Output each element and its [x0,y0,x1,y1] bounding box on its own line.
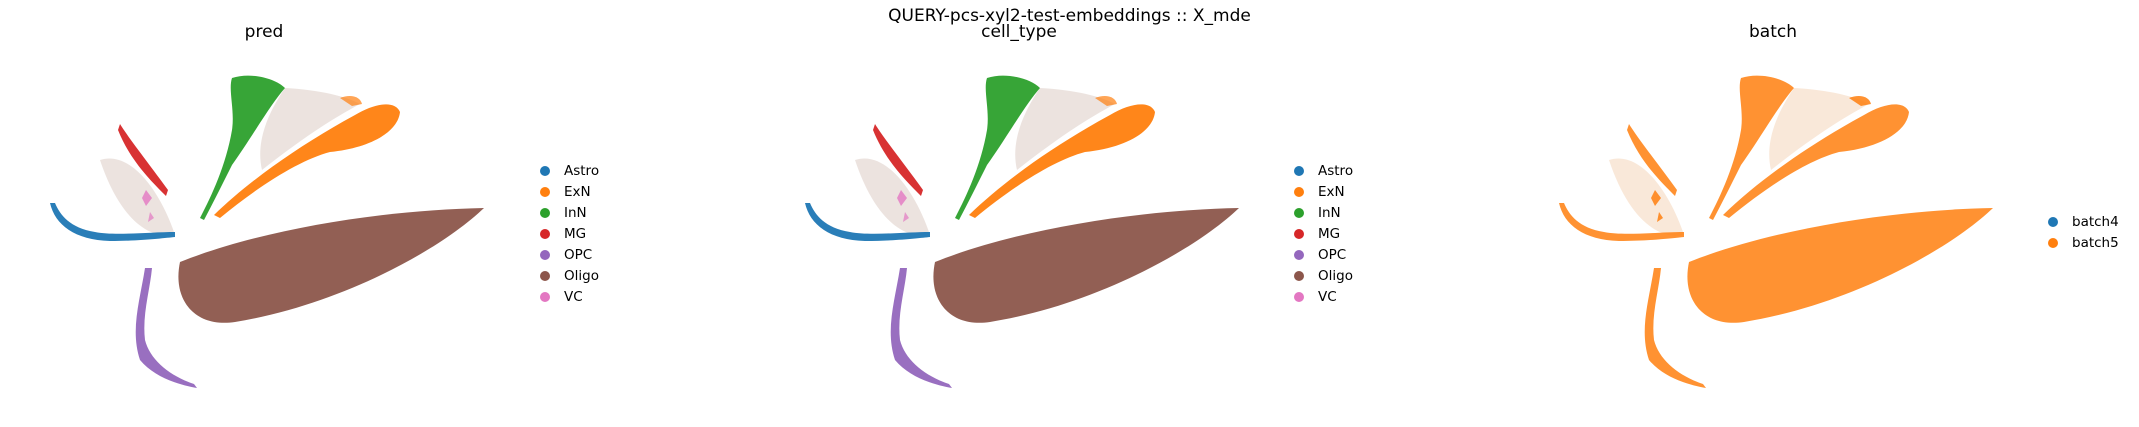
legend-marker [540,186,550,197]
legend-marker [1294,165,1304,176]
cluster-astro [805,203,930,241]
cluster-pale [100,158,175,236]
cluster-opc [890,268,952,388]
legend-marker [1294,249,1304,260]
legend-item-exn: ExN [1294,181,1353,202]
legend-marker [1294,186,1304,197]
legend-item-mg: MG [1294,223,1353,244]
legend-cell-type: Astro ExN InN MG OPC Oligo VC [1294,160,1353,307]
cluster-batch5-inn [1709,75,1794,220]
legend-label: MG [1318,225,1341,242]
legend-marker [540,165,550,176]
legend-label: ExN [1318,183,1345,200]
figure-suptitle: QUERY-pcs-xyl2-test-embeddings :: X_mde [888,6,1251,26]
legend-item-oligo: Oligo [1294,265,1353,286]
legend-label: MG [564,225,587,242]
cluster-exn [1095,96,1117,106]
panel-title-cell-type: cell_type [981,22,1057,42]
legend-label: OPC [1318,246,1347,263]
legend-item-opc: OPC [1294,244,1353,265]
legend-label: Astro [1318,162,1354,179]
cluster-oligo [933,208,1239,323]
legend-item-oligo: Oligo [540,265,599,286]
cluster-batch5-mg [1627,124,1677,196]
legend-marker [2048,216,2058,227]
cluster-inn [955,75,1040,220]
legend-label: Astro [564,162,600,179]
legend-label: batch4 [2072,213,2119,230]
legend-item-astro: Astro [1294,160,1353,181]
cluster-batch5-exn [1849,96,1871,106]
legend-label: ExN [564,183,591,200]
scatter-panel-0 [50,75,484,388]
legend-item-inn: InN [540,202,599,223]
cluster-exn [214,104,400,218]
legend-item-mg: MG [540,223,599,244]
cluster-batch5-oligo [1687,208,1993,323]
cluster-batch5-astro [1559,203,1684,241]
cluster-inn [200,75,285,220]
cluster-vc [903,212,909,222]
cluster-astro [50,203,175,241]
panel-title-pred: pred [244,22,284,42]
legend-label: OPC [564,246,593,263]
cluster-mg [873,124,923,196]
cluster-batch5-opc [1644,268,1706,388]
legend-item-exn: ExN [540,181,599,202]
scatter-panel-1 [805,75,1239,388]
cluster-batch5-pale [1769,88,1869,170]
legend-item-astro: Astro [540,160,599,181]
panel-title-batch: batch [1749,22,1797,42]
cluster-pale [855,158,930,236]
cluster-vc [148,212,154,222]
legend-item-batch4: batch4 [2048,211,2119,232]
legend-label: InN [564,204,587,221]
legend-marker [540,207,550,218]
legend-batch: batch4 batch5 [2048,211,2119,253]
cluster-pale [260,88,360,170]
legend-marker [1294,207,1304,218]
legend-label: InN [1318,204,1341,221]
cluster-batch5-pale [1609,158,1684,236]
legend-item-batch5: batch5 [2048,232,2119,253]
legend-marker [1294,291,1304,302]
legend-label: Oligo [1318,267,1353,284]
legend-marker [1294,228,1304,239]
legend-marker [1294,270,1304,281]
cluster-pale [1015,88,1115,170]
scatter-panel-2 [1559,75,1993,388]
legend-item-opc: OPC [540,244,599,265]
legend-marker [540,291,550,302]
legend-pred: Astro ExN InN MG OPC Oligo VC [540,160,599,307]
legend-marker [540,270,550,281]
legend-label: VC [564,288,583,305]
legend-label: Oligo [564,267,599,284]
legend-label: batch5 [2072,234,2119,251]
cluster-batch5-exn [1723,104,1909,218]
cluster-mg [118,124,168,196]
legend-marker [540,249,550,260]
cluster-exn [969,104,1155,218]
legend-item-vc: VC [540,286,599,307]
legend-label: VC [1318,288,1337,305]
legend-item-vc: VC [1294,286,1353,307]
cluster-vc [142,190,152,206]
legend-item-inn: InN [1294,202,1353,223]
legend-marker [540,228,550,239]
cluster-exn [340,96,362,106]
cluster-batch5-vc [1657,212,1663,222]
cluster-oligo [178,208,484,323]
cluster-vc [897,190,907,206]
legend-marker [2048,237,2058,248]
cluster-batch5-vc [1651,190,1661,206]
cluster-opc [135,268,197,388]
